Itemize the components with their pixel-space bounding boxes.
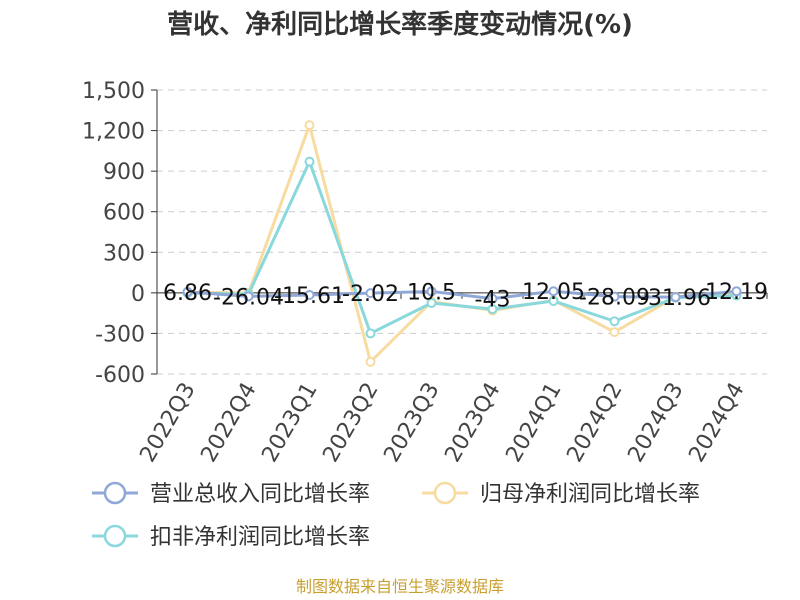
legend-marker (103, 524, 127, 548)
y-tick-label: 600 (103, 201, 145, 226)
axis-layer: -600 -300 0 300 600 900 1,200 1,500 2022Q32022Q4… (82, 79, 768, 467)
data-label: -26.04 (213, 285, 284, 310)
series-point (365, 288, 376, 299)
legend-label: 营业总收入同比增长率 (150, 482, 370, 507)
data-label: 12.05 (522, 280, 585, 305)
series-point (731, 286, 742, 297)
series-point (609, 327, 620, 338)
series-point (182, 286, 193, 297)
series-line (187, 123, 737, 364)
y-tick-label: 300 (103, 241, 145, 266)
series-point (426, 286, 437, 297)
data-label: 12.19 (705, 280, 768, 305)
data-label: -2.02 (342, 282, 399, 307)
legend-label: 归母净利润同比增长率 (480, 482, 700, 507)
data-label: -15.61 (274, 284, 345, 309)
y-tick-label: 1,500 (82, 79, 145, 104)
series-point (304, 289, 315, 300)
y-tick-label: -600 (95, 363, 145, 388)
series-point (487, 304, 498, 315)
series-line (187, 160, 737, 335)
x-tick-label: 2024Q2 (562, 379, 627, 467)
series-point (548, 286, 559, 297)
legend-marker (433, 481, 457, 505)
data-label: -43 (475, 288, 511, 313)
series-point (304, 156, 315, 167)
legend-marker (103, 481, 127, 505)
x-tick-label: 2024Q3 (623, 379, 688, 467)
legend-label: 扣非净利润同比增长率 (150, 525, 370, 550)
series-point (609, 291, 620, 302)
data-label: 6.86 (163, 281, 212, 306)
x-tick-label: 2022Q3 (135, 379, 200, 467)
y-tick-label: 1,200 (82, 120, 145, 145)
x-tick-label: 2023Q2 (318, 379, 383, 467)
series-point (487, 293, 498, 304)
data-label-layer: 6.86 -26.04-15.61-2.02 10.5 -43 12.05-28.09-… (163, 280, 768, 312)
series-point (365, 328, 376, 339)
x-tick-label: 2024Q4 (684, 379, 749, 467)
series-point (670, 292, 681, 303)
x-tick-label: 2023Q1 (257, 379, 322, 467)
series-line (187, 289, 737, 301)
series-point (609, 316, 620, 327)
chart-title: 营收、净利同比增长率季度变动情况(%) (167, 10, 633, 40)
x-tick-label: 2024Q1 (501, 379, 566, 467)
series-point (243, 291, 254, 302)
series-point (426, 298, 437, 308)
series-point (365, 356, 376, 367)
data-label: -28.09 (579, 286, 650, 311)
source-note: 制图数据来自恒生聚源数据库 (295, 577, 504, 596)
x-tick-label: 2023Q4 (440, 379, 505, 467)
data-label: -31.96 (640, 286, 711, 311)
y-tick-label: 900 (103, 160, 145, 185)
y-tick-label: -300 (95, 322, 145, 347)
series-layer (182, 120, 742, 367)
data-label: 10.5 (407, 280, 456, 305)
y-tick-label: 0 (131, 282, 145, 307)
grid-layer (157, 89, 767, 375)
series-point (548, 295, 559, 306)
series-point (304, 120, 315, 131)
x-tick-label: 2022Q4 (196, 379, 261, 467)
x-tick-label: 2023Q3 (379, 379, 444, 467)
